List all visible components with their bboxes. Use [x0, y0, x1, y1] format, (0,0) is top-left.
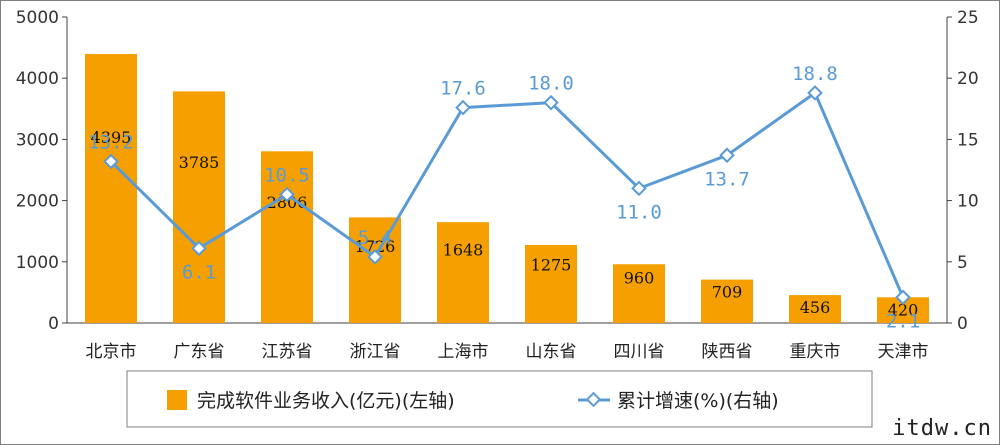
line-value-label: 11.0 — [616, 201, 662, 223]
watermark: itdw.cn — [892, 416, 992, 441]
category-label: 天津市 — [878, 342, 929, 362]
line-value-label: 13.7 — [704, 168, 750, 190]
category-label: 山东省 — [526, 342, 577, 362]
legend-bar-label: 完成软件业务收入(亿元)(左轴) — [197, 390, 455, 412]
bar — [701, 279, 753, 323]
bar-value-label: 2806 — [267, 193, 308, 212]
line-value-label: 17.6 — [440, 78, 486, 100]
axes: 0 1000 2000 3000 4000 5000 0 5 10 15 20 25 — [16, 8, 979, 334]
line-series — [103, 85, 911, 306]
y-right-tick-label: 15 — [957, 130, 979, 150]
category-labels: 北京市 广东省 江苏省 浙江省 上海市 山东省 四川省 陕西省 重庆市 天津市 — [86, 342, 929, 362]
y-left-tick-label: 1000 — [16, 253, 59, 273]
line-point — [191, 240, 207, 257]
category-label: 江苏省 — [262, 342, 313, 362]
legend-line-marker — [585, 391, 602, 408]
bar-value-label: 709 — [712, 283, 743, 302]
line-point — [543, 94, 559, 111]
line-point — [279, 186, 295, 203]
line-value-label: 13.2 — [88, 131, 134, 153]
bar-series — [85, 54, 929, 323]
legend-box — [126, 370, 873, 428]
category-label: 浙江省 — [350, 342, 401, 362]
y-right-tick-label: 20 — [957, 69, 979, 89]
bar — [261, 151, 313, 323]
line-point — [807, 85, 823, 101]
line-point — [631, 180, 647, 197]
bar-value-label: 1275 — [531, 256, 572, 275]
bar — [437, 222, 489, 323]
bar-value-label: 4395 — [91, 128, 132, 147]
bar-value-label: 3785 — [179, 153, 220, 172]
bar — [789, 295, 841, 323]
y-right-tick-label: 5 — [957, 253, 968, 273]
line-value-label: 10.5 — [264, 164, 310, 186]
bar-value-label: 456 — [800, 298, 831, 317]
legend-bar-swatch — [167, 390, 187, 410]
line-value-label: 5.4 — [358, 227, 392, 249]
y-left-tick-label: 4000 — [16, 69, 59, 89]
y-left-tick-label: 2000 — [16, 192, 59, 212]
line-value-label: 2.1 — [886, 310, 920, 332]
y-left-tick-label: 3000 — [16, 130, 59, 150]
growth-line — [109, 91, 905, 298]
bar — [173, 91, 225, 323]
line-point — [455, 99, 471, 116]
line-value-label: 6.1 — [182, 261, 216, 283]
bar — [613, 264, 665, 323]
y-left-tick-label: 5000 — [16, 8, 59, 28]
y-left-tick-label: 0 — [48, 314, 59, 334]
category-label: 重庆市 — [790, 342, 841, 362]
line-labels: 13.2 6.1 10.5 5.4 17.6 18.0 11.0 13.7 18.8 2.1 — [88, 63, 920, 332]
line-point — [895, 289, 911, 306]
legend-line-label: 累计增速(%)(右轴) — [617, 390, 779, 412]
category-label: 北京市 — [86, 342, 137, 362]
category-label: 四川省 — [614, 342, 665, 362]
category-label: 上海市 — [438, 342, 489, 362]
bar — [85, 54, 137, 323]
y-right-tick-label: 0 — [957, 314, 968, 334]
bar-value-label: 1648 — [443, 240, 484, 259]
line-value-label: 18.8 — [792, 63, 838, 85]
y-right-tick-label: 25 — [957, 8, 979, 28]
bar-value-label: 960 — [624, 269, 655, 288]
legend: 完成软件业务收入(亿元)(左轴) 累计增速(%)(右轴) — [126, 370, 873, 428]
line-point — [103, 153, 119, 170]
category-label: 陕西省 — [702, 342, 753, 362]
y-right-tick-label: 10 — [957, 192, 979, 212]
line-point — [719, 147, 735, 164]
bar — [525, 244, 577, 323]
line-point — [367, 249, 383, 265]
bar-value-label: 420 — [888, 300, 919, 319]
line-value-label: 18.0 — [528, 73, 574, 95]
category-label: 广东省 — [174, 342, 225, 362]
bar — [349, 217, 401, 323]
